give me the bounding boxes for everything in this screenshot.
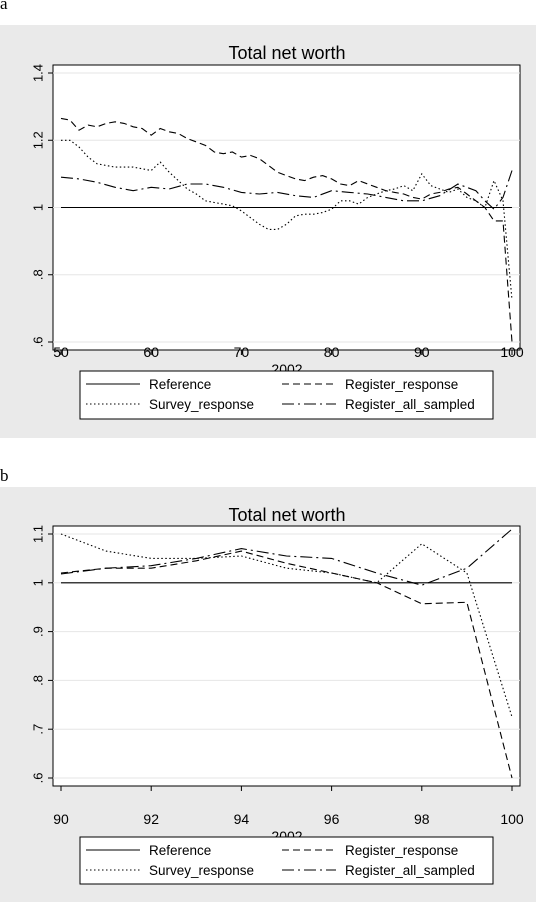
chart-a-title: Total net worth [228, 43, 345, 63]
chart-a-xtick-label: 100 [500, 344, 524, 360]
chart-b-legend-label-1: Reference [149, 843, 211, 858]
chart-b-ytick-label: .6 [31, 773, 46, 784]
chart-b-xtick-label: 94 [234, 811, 250, 827]
chart-b-ytick-label: .8 [31, 675, 46, 686]
chart-b-series-register-all-sampled [60, 528, 513, 586]
chart-a-xtick-label: 50 [53, 344, 69, 360]
chart-b-series-register-response [60, 550, 513, 779]
chart-b-title: Total net worth [228, 505, 345, 525]
chart-b-ytick-label: .9 [31, 626, 46, 637]
chart-a-xtick-label: 90 [414, 344, 430, 360]
chart-b-legend [79, 836, 494, 885]
chart-a-ytick-label: .8 [31, 269, 46, 280]
chart-b-xtick-label: 96 [324, 811, 340, 827]
chart-b-xtick-label: 92 [143, 811, 159, 827]
chart-panel-a: Total net worth .6.8 1 1.2 1.4 50 60 70 80 90 100 2… [0, 25, 536, 438]
chart-a-ytick-label: .6 [31, 337, 46, 348]
chart-a-ytick-label: 1.4 [31, 64, 46, 82]
chart-b-legend-label-4: Register_all_sampled [345, 863, 475, 878]
chart-b-ytick-label: 1.1 [31, 525, 46, 543]
chart-b-ytick-label: .7 [31, 724, 46, 735]
chart-a-series-survey-response [61, 139, 513, 301]
chart-a-svg: Total net worth.6.811.21.450 60 70 80 90 1002… [31, 43, 524, 420]
chart-b-xtick-label: 100 [500, 811, 524, 827]
chart-a-xtick-label: 60 [143, 344, 159, 360]
chart-b-svg: Total net worth .6 .7 .8 .9 1 1.1 90 92 94 96 98 100… [31, 505, 524, 885]
chart-b-legend-label-3: Survey_response [149, 863, 254, 878]
chart-b-xtick-label: 98 [414, 811, 430, 827]
chart-a-legend-label-4: Register_all_sampled [345, 397, 475, 412]
chart-b-legend-label-2: Register_response [345, 843, 458, 858]
chart-a-series-register-response [60, 117, 513, 343]
chart-b-plot-area [52, 525, 521, 787]
chart-a-series-register-all-sampled [60, 170, 513, 211]
chart-a-ytick-label: 1.2 [31, 131, 46, 149]
chart-a-legend-label-3: Survey_response [149, 397, 254, 412]
chart-b-ytick-label: 1 [31, 579, 46, 586]
chart-a-legend [79, 370, 494, 420]
chart-a-xtick-label: 70 [234, 344, 250, 360]
chart-b-xtick-label: 90 [53, 811, 69, 827]
panel-a-label: a [0, 0, 8, 13]
panel-b-label: b [0, 466, 9, 485]
chart-a-legend-label-1: Reference [149, 377, 211, 392]
chart-a-xtick-label: 80 [324, 344, 340, 360]
chart-a-ytick-label: 1 [31, 204, 46, 211]
chart-a-legend-label-2: Register_response [345, 377, 458, 392]
chart-panel-b: Total net worth .6 .7 .8 .9 1 1.1 90 92 94 96 98 100… [0, 487, 536, 902]
